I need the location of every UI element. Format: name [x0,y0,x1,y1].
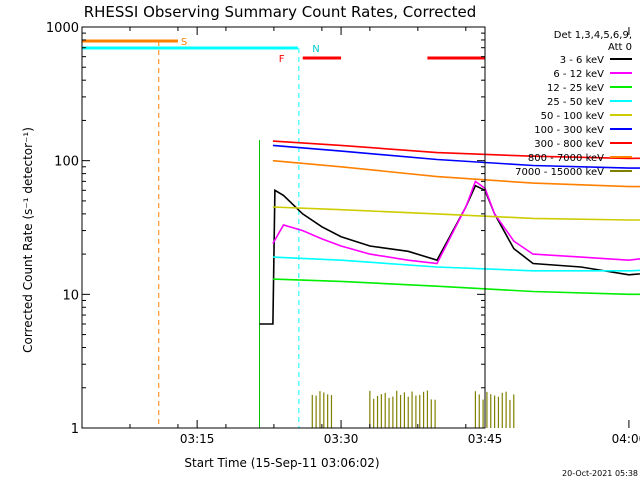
legend-label: 3 - 6 keV [560,55,604,66]
flare-label: F [279,54,285,65]
legend-label: 300 - 800 keV [534,139,604,150]
series-line-100-300keV [272,144,640,169]
series-line-3-6keV [259,184,640,325]
x-tick-label: 04:00 [612,432,640,446]
y-tick-label: 1 [71,422,79,437]
x-tick-label: 03:30 [324,432,359,446]
legend-header: Att 0 [608,42,632,53]
y-tick-label: 100 [54,155,79,170]
x-axis-label: Start Time (15-Sep-11 03:06:02) [184,456,379,470]
y-tick-label: 1000 [46,21,79,36]
night-label: N [312,44,319,55]
legend-label: 25 - 50 keV [547,97,604,108]
series-line-12-25keV [272,278,640,296]
legend-label: 50 - 100 keV [541,111,605,122]
legend-label: 100 - 300 keV [534,125,604,136]
series-line-800-7000keV [272,159,640,188]
legend-header: Det 1,3,4,5,6,9, [554,30,632,41]
x-tick-label: 03:15 [180,432,215,446]
series-line-50-100keV [272,206,640,221]
series-line-300-800keV [272,140,640,160]
legend-label: 6 - 12 keV [553,69,604,80]
legend-label: 12 - 25 keV [547,83,604,94]
chart-title: RHESSI Observing Summary Count Rates, Co… [84,3,477,21]
series-line-6-12keV [272,180,640,265]
saa-label: S [181,37,187,48]
series-line-25-50keV [272,256,640,272]
x-tick-label: 03:45 [468,432,503,446]
y-axis-label: Corrected Count Rate (s⁻¹ detector⁻¹) [21,127,35,353]
legend-label: 7000 - 15000 keV [515,167,604,178]
legend: Det 1,3,4,5,6,9,Att 0 3 - 6 keV 6 - 12 keV… [515,30,632,178]
timestamp: 20-Oct-2021 05:38 [562,469,638,478]
plot-frame [81,26,486,429]
y-tick-label: 10 [62,288,79,303]
legend-label: 800 - 7000 keV [528,153,604,164]
